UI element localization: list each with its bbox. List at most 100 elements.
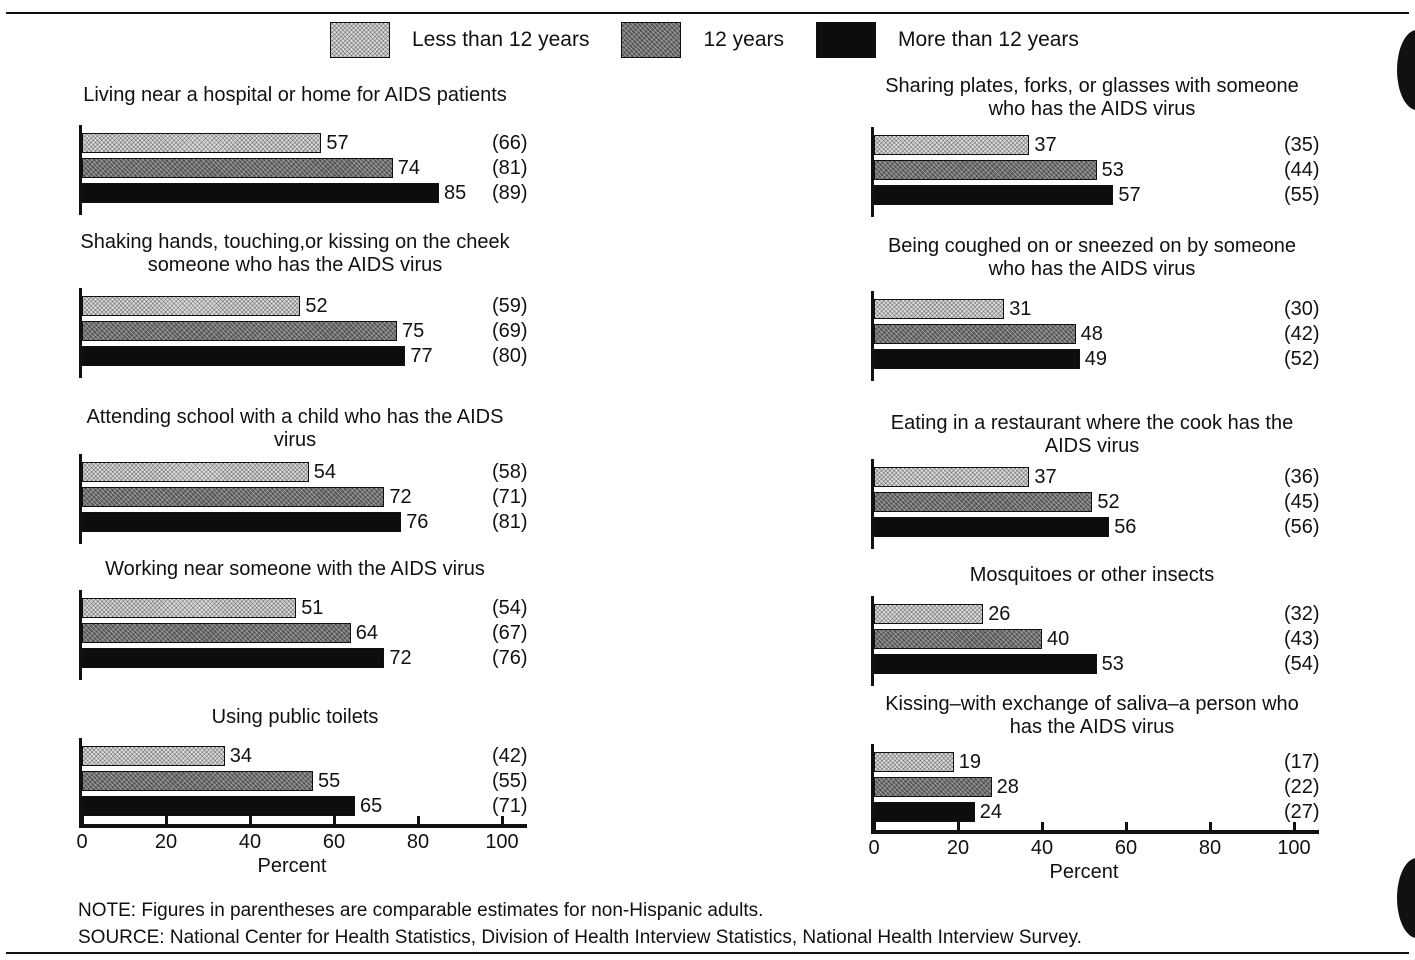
chart-frame	[6, 12, 1409, 954]
bar	[82, 623, 351, 643]
comparable-estimate-label: (42)	[492, 745, 528, 767]
bar	[874, 299, 1005, 319]
bar	[82, 158, 393, 178]
bar	[82, 771, 313, 791]
comparable-estimate-label: (81)	[492, 511, 528, 533]
bar-value-label: 64	[355, 622, 379, 644]
comparable-estimate-label: (66)	[492, 132, 528, 154]
legend-item-more-than-12: More than 12 years	[816, 22, 1111, 58]
legend-swatch	[621, 22, 682, 58]
bar-value-label: 54	[313, 461, 337, 483]
bar	[82, 746, 225, 766]
x-axis-tick-label: 80	[1198, 837, 1222, 859]
comparable-estimate-label: (17)	[1284, 751, 1320, 773]
panel-title: Living near a hospital or home for AIDS …	[83, 84, 507, 106]
x-axis-title: Percent	[257, 855, 327, 877]
panel-title: Shaking hands, touching,or kissing on th…	[80, 231, 510, 276]
note-text: NOTE: Figures in parentheses are compara…	[78, 900, 764, 921]
x-axis-tick	[165, 816, 168, 826]
comparable-estimate-label: (69)	[492, 320, 528, 342]
panel-title: Sharing plates, forks, or glasses with s…	[885, 75, 1299, 120]
comparable-estimate-label: (55)	[1284, 184, 1320, 206]
decorative-blob	[1397, 858, 1415, 938]
panel-title: Using public toilets	[211, 706, 379, 728]
x-axis-tick-label: 0	[76, 831, 88, 853]
bar-value-label: 55	[318, 770, 341, 792]
bar-value-label: 57	[326, 132, 349, 154]
bar-value-label: 75	[402, 320, 425, 342]
bar	[874, 349, 1080, 369]
bar-value-label: 28	[996, 776, 1019, 798]
legend-item-12-years: 12 years	[621, 22, 816, 58]
x-axis-tick	[1041, 822, 1044, 832]
bar	[82, 296, 301, 316]
x-axis-tick-label: 100	[485, 831, 519, 853]
source-text: SOURCE: National Center for Health Stati…	[78, 927, 1082, 948]
legend-swatch	[816, 22, 876, 58]
bar	[874, 160, 1097, 180]
x-axis-tick	[249, 816, 252, 826]
comparable-estimate-label: (45)	[1284, 491, 1320, 513]
comparable-estimate-label: (54)	[1284, 653, 1320, 675]
bar	[82, 133, 322, 153]
x-axis-line	[871, 830, 1319, 834]
decorative-blob	[1397, 30, 1415, 110]
comparable-estimate-label: (42)	[1284, 323, 1320, 345]
x-axis-tick	[333, 816, 336, 826]
bar-value-label: 48	[1080, 323, 1103, 345]
bar	[82, 462, 309, 482]
panel-title: Working near someone with the AIDS virus	[105, 558, 485, 580]
comparable-estimate-label: (56)	[1284, 516, 1320, 538]
bar	[82, 346, 406, 366]
panel-title: Kissing–with exchange of saliva–a person…	[885, 693, 1299, 738]
panel-axis-line	[79, 288, 82, 378]
comparable-estimate-label: (76)	[492, 647, 528, 669]
legend-label: More than 12 years	[898, 28, 1079, 51]
bar-value-label: 52	[305, 295, 328, 317]
bar-value-label: 26	[988, 603, 1011, 625]
panel-axis-line	[871, 291, 874, 381]
comparable-estimate-label: (71)	[492, 795, 528, 817]
bar	[874, 629, 1042, 649]
bar	[874, 324, 1076, 344]
x-axis-tick	[1293, 822, 1296, 832]
x-axis-tick-label: 0	[868, 837, 880, 859]
bar	[874, 492, 1093, 512]
x-axis-tick-label: 40	[1030, 837, 1054, 859]
comparable-estimate-label: (67)	[492, 622, 528, 644]
bar-value-label: 53	[1101, 159, 1124, 181]
bar	[874, 185, 1114, 205]
x-axis-tick-label: 40	[238, 831, 262, 853]
panel-axis-line	[79, 590, 82, 680]
bar	[874, 517, 1110, 537]
x-axis-tick	[81, 816, 84, 826]
bar	[874, 802, 975, 822]
bar	[82, 487, 385, 507]
x-axis-tick	[1125, 822, 1128, 832]
comparable-estimate-label: (58)	[492, 461, 528, 483]
comparable-estimate-label: (30)	[1284, 298, 1320, 320]
comparable-estimate-label: (43)	[1284, 628, 1320, 650]
panel-axis-line	[871, 127, 874, 217]
comparable-estimate-label: (80)	[492, 345, 528, 367]
comparable-estimate-label: (81)	[492, 157, 528, 179]
x-axis-tick-label: 100	[1277, 837, 1311, 859]
bar	[82, 321, 397, 341]
bar-value-label: 65	[360, 795, 383, 817]
comparable-estimate-label: (52)	[1284, 348, 1320, 370]
bar	[874, 654, 1097, 674]
bar	[874, 752, 954, 772]
x-axis-tick-label: 60	[322, 831, 346, 853]
x-axis-tick	[501, 816, 504, 826]
bar-value-label: 31	[1009, 298, 1032, 320]
bar	[874, 777, 992, 797]
bar	[874, 135, 1030, 155]
bar-value-label: 52	[1097, 491, 1120, 513]
x-axis-tick-label: 20	[946, 837, 970, 859]
bar-value-label: 53	[1101, 653, 1124, 675]
bar	[874, 604, 984, 624]
x-axis-line	[79, 824, 527, 828]
panel-axis-line	[79, 454, 82, 544]
bar-value-label: 76	[406, 511, 429, 533]
x-axis-tick-label: 80	[406, 831, 430, 853]
